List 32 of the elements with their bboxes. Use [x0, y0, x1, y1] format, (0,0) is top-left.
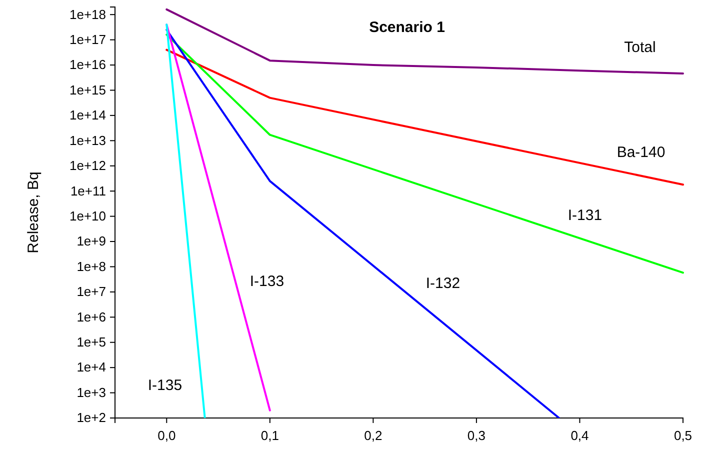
y-tick-label: 1e+16 — [69, 57, 106, 72]
y-tick-label: 1e+8 — [76, 258, 106, 274]
y-axis-title: Release, Bq — [25, 172, 42, 254]
y-tick-label: 1e+13 — [69, 132, 106, 148]
series-label: I-132 — [426, 275, 460, 292]
series-label: I-131 — [568, 207, 602, 224]
x-tick-label: 0,0 — [158, 428, 176, 444]
y-tick-label: 1e+4 — [76, 360, 106, 375]
y-tick-label: 1e+7 — [76, 284, 106, 300]
x-tick-label: 0,5 — [674, 428, 692, 444]
series-label: I-135 — [148, 377, 182, 394]
y-tick-label: 1e+15 — [69, 82, 106, 98]
y-tick-label: 1e+18 — [69, 6, 106, 22]
y-tick-label: 1e+3 — [76, 384, 106, 400]
y-tick-label: 1e+5 — [76, 334, 106, 350]
line-series — [166, 8, 684, 75]
y-tick-label: 1e+11 — [70, 183, 106, 198]
x-tick-label: 0,1 — [260, 428, 279, 444]
x-tick-label: 0,4 — [570, 428, 589, 444]
y-tick-label: 1e+6 — [76, 309, 106, 324]
text: Scenario 1 — [369, 19, 445, 36]
y-tick-label: 1e+14 — [69, 108, 106, 123]
y-tick-label: 1e+9 — [76, 234, 106, 249]
series-label: I-133 — [250, 273, 284, 290]
y-tick-label: 1e+12 — [69, 158, 106, 174]
x-tick-label: 0,2 — [364, 428, 382, 444]
y-tick-label: 1e+2 — [76, 410, 106, 426]
series-label: Total — [624, 39, 656, 56]
y-tick-label: 1e+10 — [69, 208, 106, 224]
series-label: Ba-140 — [616, 144, 666, 161]
x-tick-label: 0,3 — [467, 428, 486, 444]
y-tick-label: 1e+17 — [69, 32, 106, 47]
